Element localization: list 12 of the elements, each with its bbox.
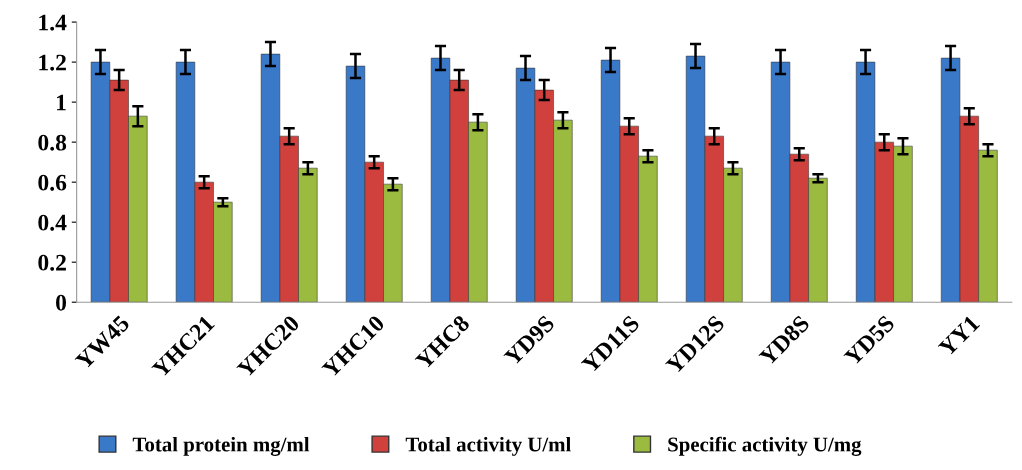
y-tick-label: 0.6 xyxy=(38,174,67,191)
y-tick-label: 0.8 xyxy=(38,134,67,151)
y-tick-label: 0.4 xyxy=(38,214,67,231)
y-tick-label: 1.2 xyxy=(39,54,66,71)
y-tick-label: 0.2 xyxy=(38,254,66,271)
legend-label: Total activity U/ml xyxy=(405,436,571,456)
y-tick-label: 0 xyxy=(56,294,67,311)
x-tick-label: YY1 xyxy=(937,314,980,358)
legend-label: Specific activity U/mg xyxy=(668,436,862,456)
legend-label: Total protein mg/ml xyxy=(132,436,310,456)
y-tick-label: 1 xyxy=(57,94,66,111)
y-tick-label: 1.4 xyxy=(39,14,67,31)
